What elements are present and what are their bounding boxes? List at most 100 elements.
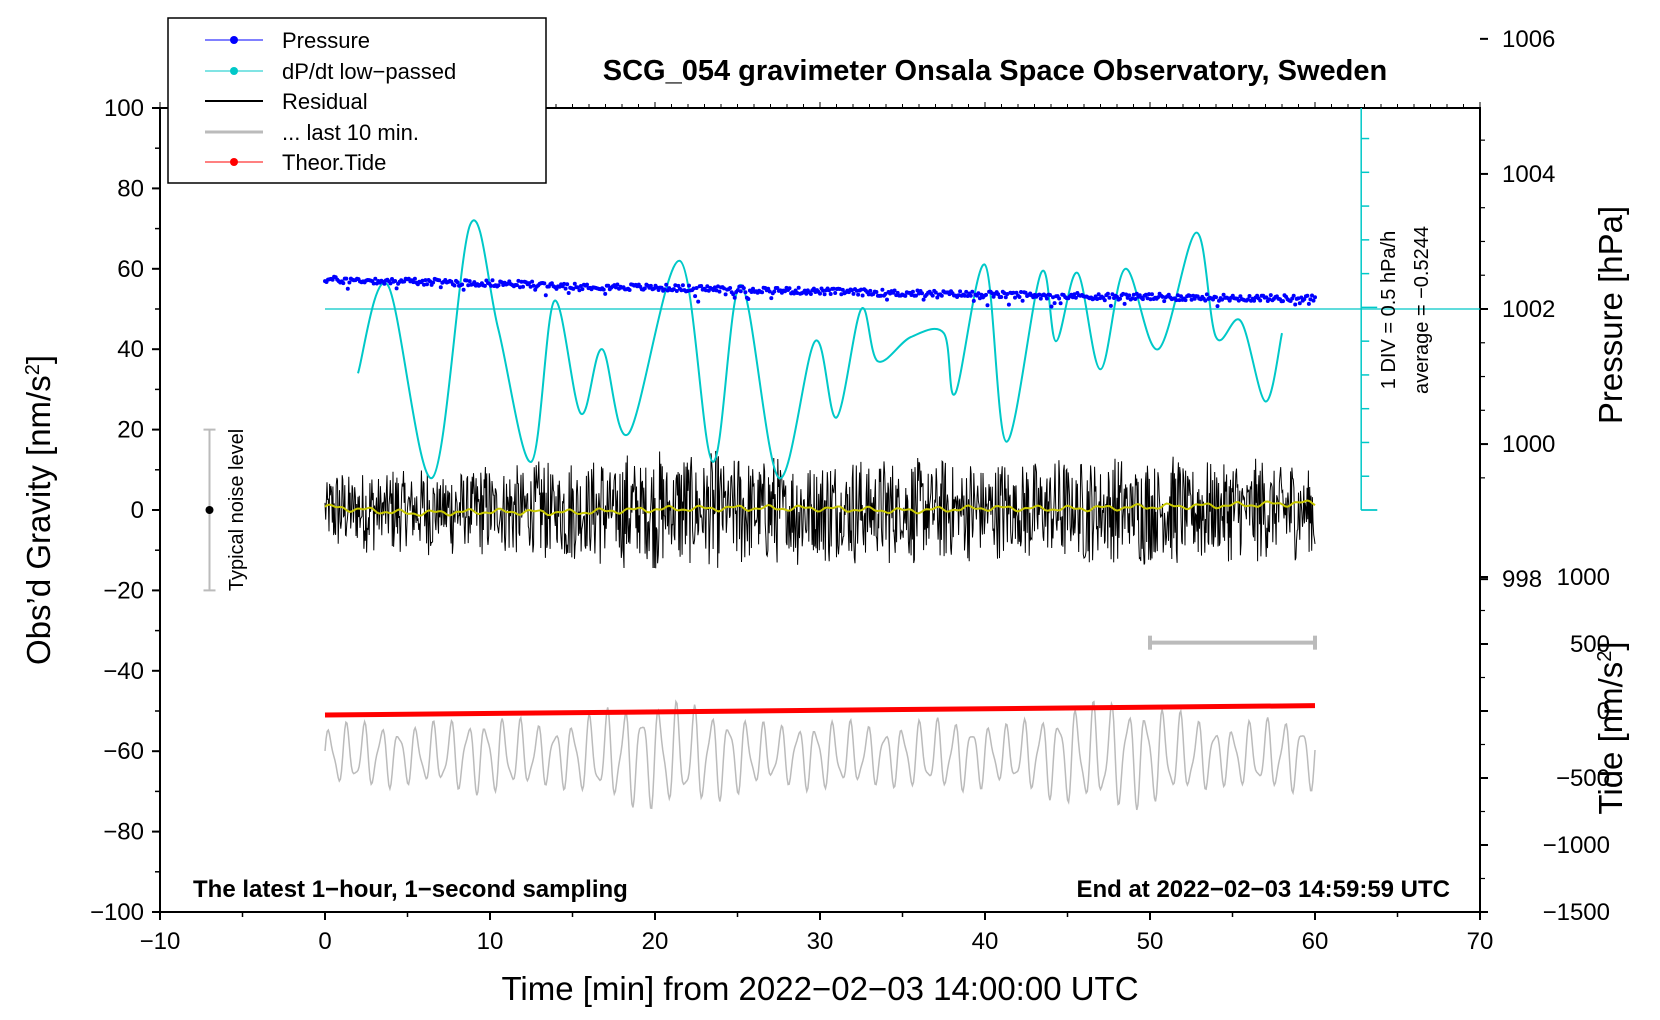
legend-label-tide: Theor.Tide xyxy=(282,150,386,175)
pressure-point xyxy=(851,291,856,296)
pressure-point xyxy=(585,282,589,287)
pressure-point xyxy=(452,283,457,288)
pressure-point xyxy=(1023,290,1028,295)
x-tick-label: 0 xyxy=(318,928,331,955)
tide-tick-label: 1000 xyxy=(1557,564,1610,591)
pressure-point xyxy=(1175,293,1180,298)
pressure-point xyxy=(437,278,442,283)
pressure-point xyxy=(1145,296,1150,301)
pressure-point xyxy=(455,280,460,285)
pressure-point xyxy=(1038,296,1043,301)
pressure-point xyxy=(371,281,376,286)
pressure-point xyxy=(883,291,888,296)
pressure-point xyxy=(1220,297,1225,302)
pressure-point xyxy=(874,290,879,294)
pressure-point xyxy=(1247,294,1252,298)
pressure-point xyxy=(1156,295,1161,300)
pressure-point xyxy=(1105,291,1110,296)
pressure-point xyxy=(968,293,973,298)
pressure-point xyxy=(562,281,567,286)
y-left-tick-label: 20 xyxy=(117,417,144,444)
pressure-point xyxy=(808,292,813,296)
pressure-point xyxy=(671,287,676,292)
pressure-point xyxy=(382,281,387,286)
residual-series-line xyxy=(324,450,1316,569)
y-axis-tide-title-sup: 2 xyxy=(1594,651,1616,662)
pressure-point xyxy=(1221,292,1226,297)
pressure-point xyxy=(679,288,684,293)
pressure-point xyxy=(662,287,667,292)
pressure-point xyxy=(1070,295,1075,300)
pressure-point xyxy=(1308,297,1313,302)
pressure-point xyxy=(571,286,576,291)
pressure-point xyxy=(627,288,632,292)
pressure-point xyxy=(1006,302,1011,307)
pressure-point xyxy=(822,292,827,297)
y-left-tick-label: −100 xyxy=(90,899,144,926)
pressure-point xyxy=(577,288,582,293)
pressure-point xyxy=(723,292,728,297)
pressure-point xyxy=(527,281,532,286)
pressure-point xyxy=(566,291,571,295)
pressure-point xyxy=(490,278,495,283)
y-left-tick-label: 60 xyxy=(117,256,144,283)
pressure-point xyxy=(1203,298,1208,303)
pressure-point xyxy=(1058,301,1063,306)
tide-tick-label: 500 xyxy=(1570,631,1610,658)
pressure-point xyxy=(1044,296,1049,301)
pressure-point xyxy=(717,289,722,294)
pressure-point xyxy=(1020,298,1025,303)
pressure-point xyxy=(674,289,679,293)
pressure-point xyxy=(514,283,519,288)
pressure-point xyxy=(878,293,883,298)
pressure-point xyxy=(341,281,346,286)
y-axis-pressure-title: Pressure [hPa] xyxy=(1592,206,1629,424)
pressure-point xyxy=(1252,298,1257,303)
pressure-point xyxy=(565,282,570,287)
pressure-point xyxy=(714,288,719,293)
pressure-point xyxy=(1057,296,1062,301)
pressure-point xyxy=(728,286,733,290)
pressure-point xyxy=(914,293,918,298)
pressure-point xyxy=(530,279,535,284)
pressure-tick-label: 1004 xyxy=(1502,161,1555,188)
x-tick-label: 40 xyxy=(972,928,999,955)
pressure-point xyxy=(804,291,809,296)
pressure-point xyxy=(854,288,859,293)
legend-label-residual: Residual xyxy=(282,89,368,114)
noise-level-bar xyxy=(203,428,216,592)
pressure-point xyxy=(1147,292,1151,297)
pressure-point xyxy=(699,284,704,288)
x-tick-label: −10 xyxy=(140,928,181,955)
pressure-point xyxy=(1102,298,1107,303)
tide-tick-label: 0 xyxy=(1597,698,1610,725)
last10-series-line xyxy=(324,699,1316,811)
x-axis-title: Time [min] from 2022−02−03 14:00:00 UTC xyxy=(501,970,1138,1007)
pressure-point xyxy=(489,283,493,288)
pressure-point xyxy=(431,280,436,285)
pressure-point xyxy=(1246,297,1250,302)
pressure-point xyxy=(735,288,740,293)
pressure-point xyxy=(1019,290,1023,294)
pressure-point xyxy=(1037,292,1042,297)
pressure-point xyxy=(833,291,838,295)
pressure-point xyxy=(373,276,378,281)
pressure-point xyxy=(787,286,792,291)
pressure-point xyxy=(464,278,469,283)
pressure-point xyxy=(420,278,425,283)
pressure-tick-label: 998 xyxy=(1502,566,1542,593)
pressure-point xyxy=(528,284,533,289)
pressure-point xyxy=(518,285,522,290)
pressure-point xyxy=(393,279,398,283)
pressure-point xyxy=(1134,291,1139,296)
pressure-point xyxy=(821,288,825,293)
pressure-point xyxy=(939,293,944,298)
pressure-point xyxy=(330,277,335,282)
pressure-point xyxy=(1311,298,1316,303)
residual-lowpass-line xyxy=(324,499,1316,517)
pressure-point xyxy=(818,291,822,296)
pressure-point xyxy=(962,293,967,298)
pressure-point xyxy=(732,295,737,300)
pressure-point xyxy=(1048,293,1052,297)
pressure-point xyxy=(703,288,708,293)
